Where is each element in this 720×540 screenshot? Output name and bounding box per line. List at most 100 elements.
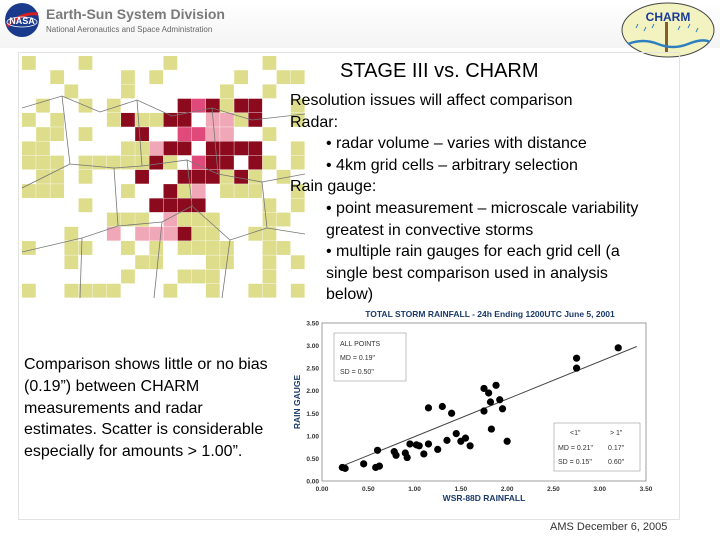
bullet-item: Radar: (290, 113, 339, 131)
data-point (341, 464, 349, 472)
grid-cell (234, 98, 248, 113)
grid-cell (290, 112, 305, 127)
trend-line (338, 346, 637, 468)
grid-cell (191, 241, 206, 255)
grid-cell (149, 112, 164, 127)
grid-cell (22, 155, 36, 170)
grid-cell (36, 155, 50, 170)
grid-cell (248, 184, 263, 198)
grid-cell (234, 141, 248, 156)
grid-cell (220, 155, 234, 170)
grid-cell (121, 241, 135, 255)
grid-cell (248, 98, 263, 113)
x-tick-label: 1.00 (408, 486, 421, 493)
grid-cell (262, 269, 277, 284)
data-point (448, 409, 456, 417)
grid-cell (106, 155, 121, 170)
grid-cell (262, 212, 277, 227)
stats-col-gt: > 1" (610, 430, 623, 437)
grid-cell (205, 212, 220, 227)
data-point (492, 381, 500, 389)
grid-cell (234, 169, 248, 184)
grid-cell (177, 212, 192, 227)
grid-cell (177, 198, 192, 213)
grid-cell (262, 255, 277, 270)
grid-cell (276, 70, 291, 85)
grid-cell (276, 212, 291, 227)
stats-md-gt: 0.17" (608, 445, 625, 452)
grid-cell (262, 241, 277, 255)
grid-cell (121, 155, 135, 170)
grid-cell (135, 112, 149, 127)
data-point (406, 440, 414, 448)
data-point (443, 436, 451, 444)
bullet-item: • radar volume – varies with distance (326, 135, 587, 153)
data-point (452, 430, 460, 438)
summary-text: Comparison shows little or no bias (0.19… (24, 356, 268, 461)
grid-cell (248, 141, 263, 156)
scatter-chart: TOTAL STORM RAINFALL - 24h Ending 1200UT… (292, 309, 653, 503)
grid-cell (276, 241, 291, 255)
bullet-list: Resolution issues will affect comparison… (290, 90, 650, 306)
bullet-item: • point measurement – microscale variabi… (326, 199, 639, 239)
data-point (466, 442, 474, 450)
bullet-item: • multiple rain gauges for each grid cel… (326, 243, 620, 304)
grid-cell (191, 98, 206, 113)
grid-cell (163, 141, 178, 156)
y-tick-label: 2.00 (306, 388, 319, 395)
grid-cell (149, 255, 164, 270)
grid-cell (149, 198, 164, 213)
grid-cell (262, 198, 277, 213)
x-tick-label: 3.50 (640, 486, 653, 493)
grid-cell (262, 84, 277, 99)
x-tick-label: 3.00 (593, 486, 606, 493)
slide-header: NASA Earth-Sun System Division National … (0, 0, 720, 58)
grid-cell (191, 155, 206, 170)
grid-cell (22, 283, 36, 298)
grid-cell (262, 226, 277, 241)
data-point (392, 451, 400, 459)
grid-cell (64, 84, 79, 99)
grid-cell (205, 255, 220, 270)
grid-cell (121, 112, 135, 127)
grid-cell (191, 127, 206, 142)
grid-cell (78, 56, 93, 70)
data-point (434, 445, 442, 453)
grid-cell (234, 184, 248, 198)
grid-cell (78, 127, 93, 142)
grid-cell (205, 141, 220, 156)
grid-cell (22, 241, 36, 255)
data-point (424, 404, 433, 412)
stats-md: MD = 0.19" (340, 355, 375, 362)
x-tick-label: 2.00 (501, 486, 514, 493)
y-tick-label: 1.50 (306, 411, 319, 418)
grid-cell (50, 127, 65, 142)
grid-cell (177, 169, 192, 184)
grid-cell (149, 70, 164, 85)
grid-cell (191, 212, 206, 227)
grid-cell (36, 184, 50, 198)
stats-box-all: ALL POINTS MD = 0.19" SD = 0.50" (333, 332, 407, 382)
data-point (496, 396, 504, 404)
svg-text:CHARM: CHARM (646, 10, 691, 24)
grid-cell (121, 141, 135, 156)
grid-cell (290, 255, 305, 270)
grid-cell (205, 241, 220, 255)
y-tick-label: 3.50 (306, 321, 319, 328)
grid-cell (191, 226, 206, 241)
footer-text: AMS December 6, 2005 (550, 521, 668, 533)
stats-sd-gt: 0.60" (608, 459, 625, 466)
grid-cell (220, 84, 234, 99)
grid-cell (290, 283, 305, 298)
y-tick-label: 0.50 (306, 456, 319, 463)
y-tick-label: 0.00 (306, 479, 319, 486)
bullet-item: Resolution issues will affect comparison (290, 92, 573, 109)
grid-cell (177, 269, 192, 284)
grid-cell (106, 112, 121, 127)
grid-cell (163, 112, 178, 127)
slide-title: STAGE III vs. CHARM (340, 60, 539, 82)
grid-cell (64, 283, 79, 298)
data-point (480, 407, 488, 415)
grid-cell (220, 184, 234, 198)
grid-cell (22, 141, 36, 156)
